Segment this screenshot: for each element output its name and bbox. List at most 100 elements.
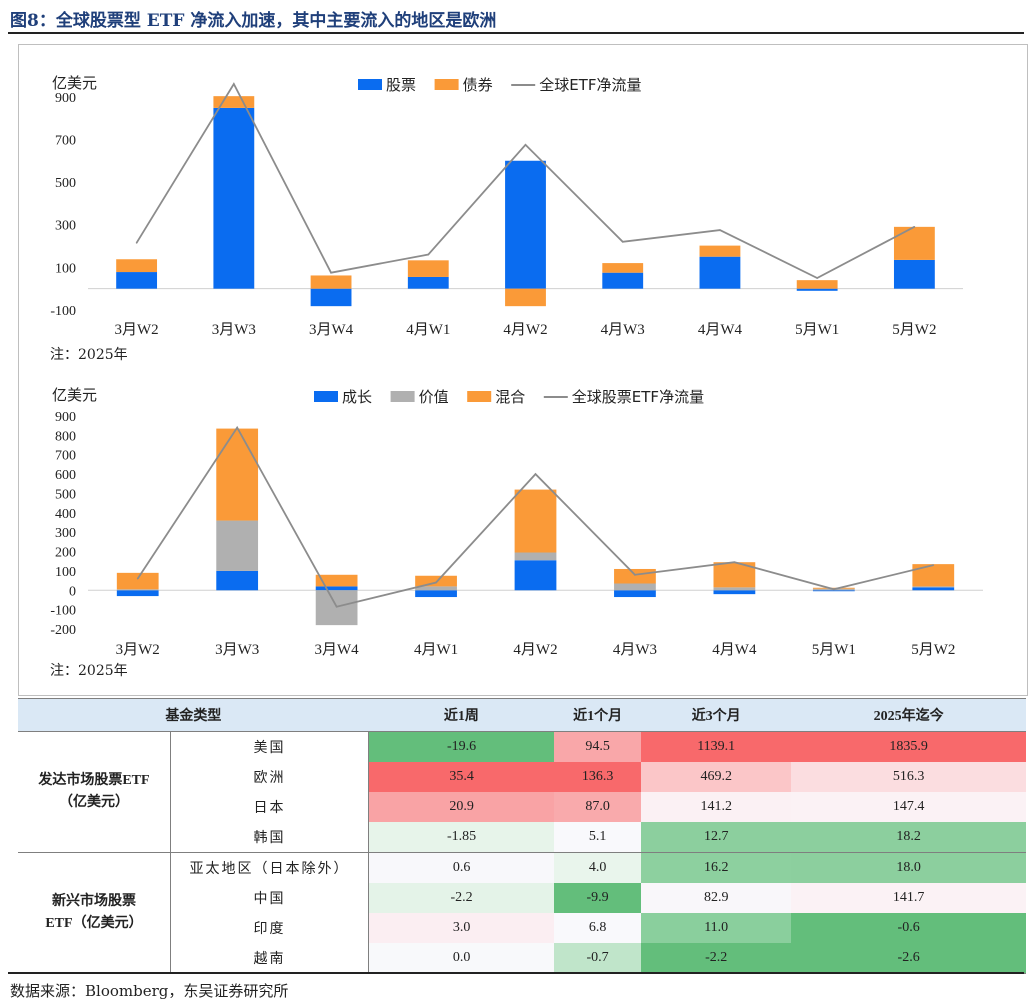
figure-title: 图8：全球股票型 ETF 净流入加速，其中主要流入的地区是欧洲	[10, 11, 497, 31]
x-tick-label: 4月W4	[698, 322, 743, 338]
line-point	[524, 143, 527, 146]
legend-swatch-混合	[467, 391, 492, 402]
flow-value-cell: 4.0	[554, 852, 642, 883]
y-tick-label: 600	[55, 468, 76, 483]
bar-债券	[310, 275, 352, 289]
x-tick-label: 4月W4	[712, 642, 757, 658]
x-tick-label: 5月W1	[795, 322, 839, 338]
legend-label-全球股票ETF净流量: 全球股票ETF净流量	[572, 388, 704, 406]
y-tick-label: -200	[50, 623, 76, 638]
flow-value-cell: -19.6	[368, 731, 555, 762]
y-tick-label: 500	[55, 176, 76, 191]
table-row: 日本 20.9 87.0 141.2 147.4	[18, 792, 1026, 822]
bar-股票	[505, 160, 546, 289]
bar-债券	[407, 260, 449, 277]
flow-value-cell: 11.0	[641, 913, 792, 943]
line-point	[621, 240, 624, 243]
bar-股票	[602, 272, 644, 289]
x-tick-label: 3月W4	[315, 642, 360, 658]
line-point	[733, 561, 736, 563]
flow-value-cell: 3.0	[368, 913, 555, 943]
bar-债券	[699, 245, 741, 257]
region-name: 中国	[170, 883, 370, 913]
flow-value-cell: 87.0	[554, 792, 642, 822]
line-point	[534, 473, 537, 475]
line-point	[932, 564, 935, 566]
bar-混合	[614, 568, 656, 584]
table-header: 近1个月	[554, 698, 642, 732]
x-tick-label: 4月W3	[601, 322, 645, 338]
bar-混合	[812, 587, 855, 589]
bar-成长	[514, 560, 557, 591]
line-point	[427, 253, 430, 256]
x-tick-label: 3月W2	[115, 322, 159, 338]
flow-value-cell: 18.2	[791, 822, 1026, 853]
flow-value-cell: 0.0	[368, 943, 555, 974]
line-point	[913, 226, 916, 228]
line-point	[136, 577, 139, 580]
flow-value-cell: 469.2	[641, 762, 792, 792]
table-header-fund-type: 基金类型	[18, 698, 369, 732]
bar-混合	[116, 572, 159, 590]
y-tick-label: 300	[55, 219, 76, 234]
flow-value-cell: -0.7	[554, 943, 642, 974]
line-point	[330, 271, 332, 274]
legend-label-混合: 混合	[495, 388, 525, 406]
flow-value-cell: 136.3	[554, 762, 642, 792]
group-label: 新兴市场股票 ETF（亿美元）	[18, 852, 171, 974]
line-point	[435, 581, 437, 584]
legend: 成长 价值 混合 全球股票ETF净流量	[314, 388, 704, 406]
flow-value-cell: 35.4	[368, 762, 555, 792]
bar-股票	[407, 276, 449, 289]
x-tick-label: 4月W2	[513, 642, 557, 658]
bar-成长	[912, 587, 955, 591]
table-row: 韩国 -1.85 5.1 12.7 18.2	[18, 822, 1026, 853]
bar-价值	[116, 589, 159, 591]
x-tick-label: 3月W3	[215, 642, 259, 658]
flow-value-cell: 16.2	[641, 852, 792, 883]
chart1-note: 注：2025年	[50, 347, 128, 363]
table-header: 近1周	[368, 698, 555, 732]
x-tick-label: 5月W2	[911, 642, 955, 658]
y-tick-label: 500	[55, 487, 76, 502]
region-name: 印度	[170, 913, 370, 943]
bar-股票	[893, 259, 935, 289]
bar-成长	[614, 590, 656, 598]
line-point	[135, 242, 138, 244]
flow-value-cell: 94.5	[554, 731, 642, 762]
legend-label-价值: 价值	[419, 388, 449, 406]
flow-value-cell: 5.1	[554, 822, 642, 853]
y-tick-label: 300	[55, 526, 76, 541]
bar-价值	[216, 520, 259, 571]
y-tick-label: 700	[55, 133, 76, 148]
flow-value-cell: 1139.1	[641, 731, 792, 762]
y-tick-label: 0	[69, 584, 76, 599]
legend-swatch-股票	[358, 79, 382, 90]
bar-价值	[713, 587, 756, 591]
bar-债券	[213, 96, 255, 108]
bar-价值	[614, 583, 656, 591]
legend-swatch-成长	[314, 391, 338, 402]
x-tick-label: 4月W1	[414, 642, 458, 658]
region-name: 欧洲	[170, 762, 370, 792]
bar-价值	[514, 552, 557, 561]
bar-价值	[315, 590, 358, 626]
table-header: 近3个月	[641, 698, 792, 732]
source-note: 数据来源：Bloomberg，东吴证券研究所	[10, 982, 289, 1000]
bar-股票	[213, 107, 255, 289]
table-row: 印度 3.0 6.8 11.0 -0.6	[18, 913, 1026, 943]
flow-value-cell: 516.3	[791, 762, 1026, 792]
legend-label-债券: 债券	[463, 76, 493, 94]
x-tick-label: 4月W3	[613, 642, 657, 658]
bar-混合	[315, 574, 358, 587]
bar-债券	[602, 263, 644, 273]
flow-value-cell: 141.7	[791, 883, 1026, 913]
chart2-note: 注：2025年	[50, 663, 128, 679]
flow-value-cell: 12.7	[641, 822, 792, 853]
table-row: 新兴市场股票 ETF（亿美元） 亚太地区（日本除外） 0.6 4.0 16.2 18.0	[18, 852, 1026, 974]
bar-成长	[315, 586, 358, 591]
x-tick-label: 5月W2	[892, 322, 936, 338]
table-row: 中国 -2.2 -9.9 82.9 141.7	[18, 883, 1026, 913]
bar-成长	[116, 590, 159, 597]
chart1-svg: 亿美元 -100 100 300 500 700 900 3月W2 3月W3 3月W4 4月W1 4月…	[50, 74, 963, 338]
